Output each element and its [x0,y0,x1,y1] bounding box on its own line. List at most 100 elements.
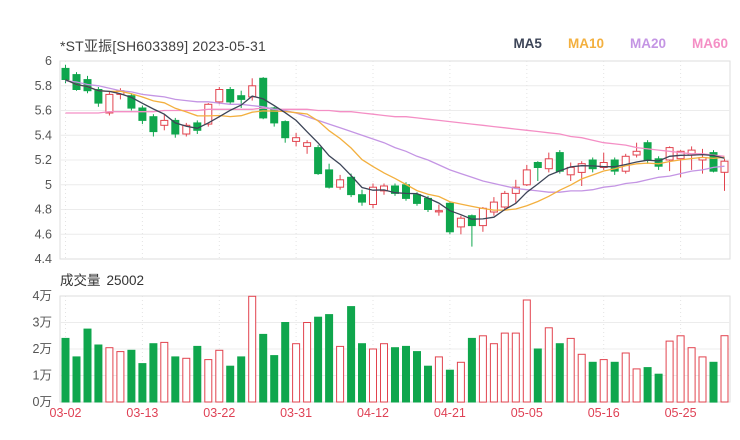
svg-text:4万: 4万 [33,289,52,303]
candle-body [270,107,279,124]
volume-bar [160,341,169,403]
volume-bar [478,335,487,403]
volume-bar [676,335,685,403]
candle-body [413,194,421,204]
legend-ma10[interactable]: MA10 [567,36,604,51]
candle-body [391,185,399,194]
legend-ma20[interactable]: MA20 [629,36,666,51]
candle-body [149,116,158,133]
svg-text:05-25: 05-25 [665,406,697,420]
svg-text:05-16: 05-16 [588,406,620,420]
volume-bar [489,343,498,403]
ma20-line [65,80,725,193]
volume-bar [204,359,213,403]
volume-bar [621,352,630,403]
volume-bar [259,333,268,403]
volume-bar [182,357,191,403]
volume-bars[interactable] [61,295,729,403]
x-axis-labels: 03-02 03-13 03-22 03-31 04-12 04-21 05-05 05-16… [50,406,697,420]
volume-bar [424,365,432,403]
volume-bar [402,345,410,403]
candle-body [347,176,356,196]
volume-bar [687,347,696,403]
volume-bar [665,340,674,403]
svg-text:4.4: 4.4 [35,252,52,266]
volume-bar [588,361,597,403]
volume-bar [61,337,70,403]
candle-body [511,186,520,194]
candle-body [533,162,542,168]
legend-ma60[interactable]: MA60 [691,36,728,51]
volume-bar [83,328,92,403]
candle-body [303,142,312,147]
volume-header: 成交量 25002 [60,269,144,289]
svg-text:1万: 1万 [33,369,52,383]
candle-body [544,158,553,170]
volume-bar [193,345,202,403]
candle-body [380,185,388,192]
volume-bar [171,356,180,403]
volume-bar [544,327,553,403]
svg-text:4.8: 4.8 [35,203,52,217]
price-y-axis-labels: 6 5.8 5.6 5.4 5.2 5 4.8 4.6 4.4 [35,54,52,266]
volume-bar [380,343,388,403]
volume-bar [533,348,542,403]
ma-legend: MA5 MA10 MA20 MA60 [513,36,728,51]
volume-label: 成交量 [60,273,101,288]
volume-value: 25002 [106,273,145,288]
candle-body [522,169,531,186]
candle-body [160,119,169,126]
volume-bar [248,295,257,403]
candle-body [127,95,136,109]
candle-body [358,194,366,203]
candle-body [171,119,180,135]
volume-bar [522,299,531,403]
volume-bar [500,332,509,403]
candle-body [478,207,487,227]
svg-text:05-05: 05-05 [511,406,543,420]
volume-y-axis-labels: 4万 3万 2万 1万 0万 [33,289,52,409]
volume-bar [72,356,81,403]
volume-bar [281,322,290,403]
svg-text:04-21: 04-21 [434,406,466,420]
ma10-line [65,79,725,211]
candle-body [215,89,224,103]
candle-body [434,210,443,213]
svg-text:3万: 3万 [33,316,52,330]
volume-bar [237,356,246,403]
legend-ma5[interactable]: MA5 [513,36,542,51]
candle-body [489,201,498,213]
volume-bar [347,306,356,403]
volume-bar [445,369,454,403]
svg-text:03-31: 03-31 [280,406,312,420]
svg-text:03-22: 03-22 [203,406,235,420]
candle-body [424,197,432,210]
svg-text:5: 5 [45,178,52,192]
volume-bar [434,356,443,403]
volume-bar [391,347,399,403]
volume-bar [325,314,334,403]
volume-bar [94,344,103,403]
candle-body [248,85,257,98]
volume-bar [413,351,421,403]
candle-body [105,93,114,114]
candle-body [204,103,213,125]
candle-body [665,147,674,161]
svg-text:5.2: 5.2 [35,153,52,167]
volume-bar [369,348,377,403]
svg-text:6: 6 [45,54,52,68]
volume-bar [336,345,345,403]
ma60-line [65,107,725,157]
svg-text:2万: 2万 [33,342,52,356]
volume-bar [709,361,718,403]
volume-bar [577,353,586,403]
candle-body [445,202,454,233]
candle-body [709,152,718,172]
candle-body [325,169,334,188]
svg-text:4.6: 4.6 [35,227,52,241]
candlesticks[interactable] [61,64,729,247]
volume-bar [116,351,125,403]
volume-bar [358,343,366,403]
candle-body [566,166,575,176]
